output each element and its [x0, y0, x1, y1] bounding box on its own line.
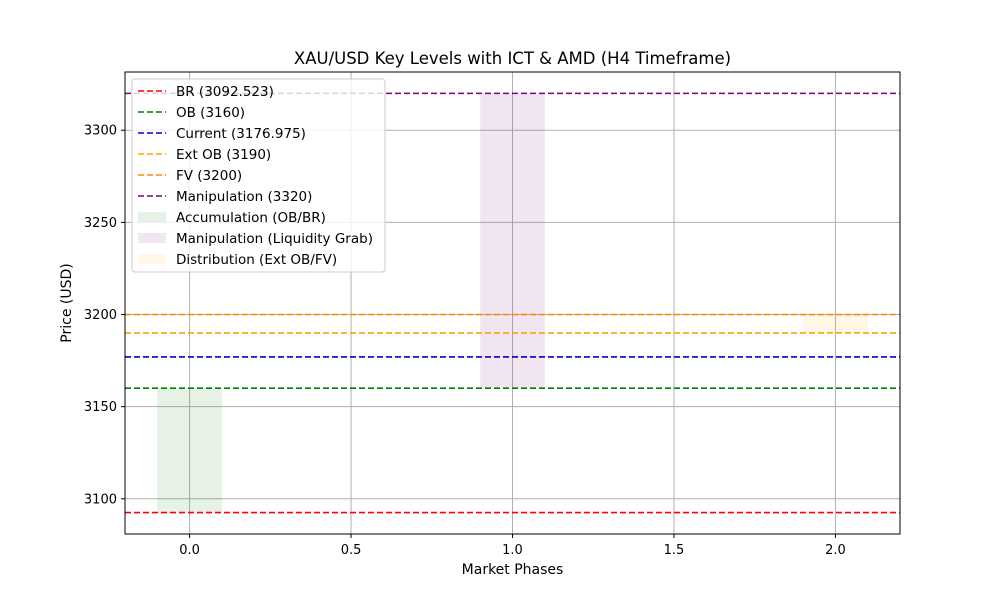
y-tick-label: 3300	[84, 124, 117, 139]
y-axis: 3100 3150 3200 3250 3300	[84, 124, 125, 507]
x-tick-label: 0.0	[179, 543, 200, 558]
legend-swatch-patch	[138, 254, 166, 264]
legend-label: OB (3160)	[176, 105, 245, 121]
legend-label: Accumulation (OB/BR)	[176, 210, 326, 226]
x-tick-label: 1.5	[664, 543, 685, 558]
y-tick-label: 3100	[84, 492, 117, 507]
legend-swatch-patch	[138, 233, 166, 243]
zone-0	[157, 388, 222, 513]
legend-label: Manipulation (3320)	[176, 189, 312, 205]
legend: BR (3092.523) OB (3160) Current (3176.975)…	[131, 78, 386, 273]
legend-label: BR (3092.523)	[176, 84, 274, 100]
legend-label: Current (3176.975)	[176, 126, 306, 142]
x-tick-label: 2.0	[825, 543, 846, 558]
legend-label: Distribution (Ext OB/FV)	[176, 252, 337, 268]
legend-label: Ext OB (3190)	[176, 147, 271, 163]
legend-label: FV (3200)	[176, 168, 242, 184]
legend-label: Manipulation (Liquidity Grab)	[176, 231, 373, 247]
zone-1	[480, 93, 545, 389]
x-tick-label: 1.0	[502, 543, 523, 558]
legend-frame	[131, 78, 386, 273]
legend-swatch-patch	[138, 212, 166, 222]
y-tick-label: 3150	[84, 400, 117, 415]
x-tick-label: 0.5	[341, 543, 362, 558]
chart-title: XAU/USD Key Levels with ICT & AMD (H4 Ti…	[294, 49, 731, 68]
zone-2	[803, 314, 868, 333]
y-tick-label: 3200	[84, 308, 117, 323]
x-axis: 0.0 0.5 1.0 1.5 2.0	[179, 534, 846, 558]
zones	[157, 93, 868, 513]
y-axis-label: Price (USD)	[59, 263, 75, 342]
x-axis-label: Market Phases	[462, 562, 564, 578]
y-tick-label: 3250	[84, 216, 117, 231]
